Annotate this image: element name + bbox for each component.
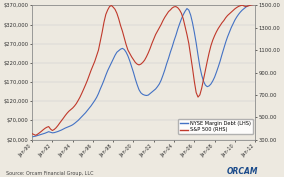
Text: ORCAM: ORCAM [227, 167, 259, 176]
Text: Source: Orcam Financial Group, LLC: Source: Orcam Financial Group, LLC [6, 171, 93, 176]
Legend: NYSE Margin Debt (LHS), S&P 500 (RHS): NYSE Margin Debt (LHS), S&P 500 (RHS) [178, 119, 253, 134]
